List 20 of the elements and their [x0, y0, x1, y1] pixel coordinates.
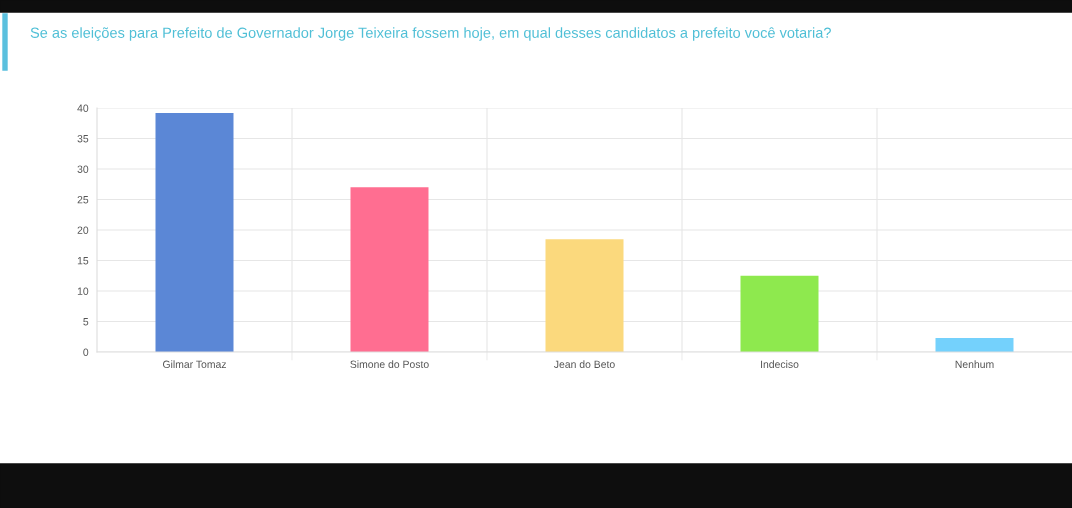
- y-tick-label: 35: [77, 135, 89, 143]
- y-tick-label: 15: [77, 257, 89, 265]
- x-tick-label: Gilmar Tomaz: [163, 360, 227, 368]
- x-tick-label: Indeciso: [761, 360, 799, 368]
- y-tick-label: 30: [77, 165, 89, 173]
- bar: [740, 275, 819, 352]
- bar: [350, 187, 429, 352]
- x-tick-label: Nenhum: [955, 360, 994, 368]
- y-tick-label: 25: [77, 196, 89, 204]
- y-tick-label: 0: [83, 348, 89, 356]
- y-tick-label: 40: [77, 104, 89, 112]
- chart-title: Se as eleições para Prefeito de Governador Jorge Teixeira fossem hoje, em qual desses candidatos a prefeito você votaria?: [30, 27, 831, 41]
- bar: [935, 337, 1014, 352]
- y-tick-label: 10: [77, 287, 89, 295]
- y-tick-label: 20: [77, 226, 89, 234]
- y-tick-label: 5: [83, 318, 89, 326]
- x-tick-label: Jean do Beto: [553, 360, 615, 368]
- x-tick-label: Simone do Posto: [350, 360, 429, 368]
- bar: [545, 239, 624, 352]
- bar: [155, 112, 234, 352]
